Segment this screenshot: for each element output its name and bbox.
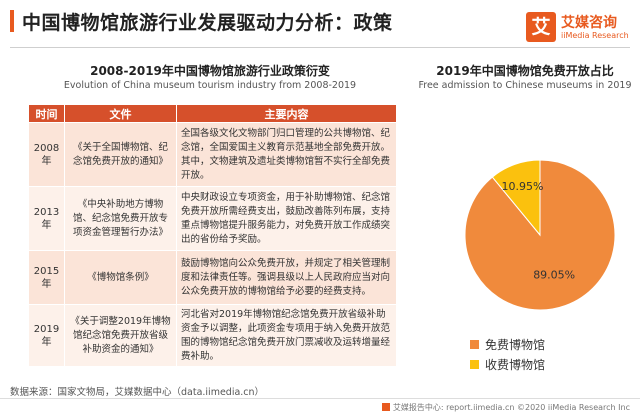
- table-row: 2008年 《关于全国博物馆、纪念馆免费开放的通知》 全国各级文化文物部门归口管…: [28, 122, 397, 187]
- row-content: 中央财政设立专项资金，用于补助博物馆、纪念馆免费开放所需经费支出，鼓励改善陈列布…: [176, 186, 397, 251]
- header-divider: [10, 47, 630, 48]
- legend-item-paid: 收费博物馆: [470, 354, 545, 374]
- legend-swatch-free: [470, 339, 479, 349]
- chart-legend: 免费博物馆 收费博物馆: [470, 334, 545, 374]
- legend-label-free: 免费博物馆: [485, 337, 546, 352]
- row-content: 河北省对2019年博物馆纪念馆免费开放省级补助资金予以调整，此项资金专项用于纳入…: [176, 304, 397, 367]
- legend-swatch-paid: [470, 359, 479, 369]
- brand-logo: 艾 艾媒咨询 iiMedia Research: [526, 12, 630, 44]
- row-file: 《关于全国博物馆、纪念馆免费开放的通知》: [64, 122, 177, 187]
- slice-label-paid: 10.95%: [501, 180, 543, 193]
- header-content: 主要内容: [176, 104, 397, 123]
- row-file: 《博物馆条例》: [64, 250, 177, 305]
- row-file: 《关于调整2019年博物馆纪念馆免费开放省级补助资金的通知》: [64, 304, 177, 367]
- title-accent-bar: [10, 10, 14, 32]
- table-title: 2008-2019年中国博物馆旅游行业政策衍变: [90, 64, 330, 78]
- row-content: 全国各级文化文物部门归口管理的公共博物馆、纪念馆，全国爱国主义教育示范基地全部免…: [176, 122, 397, 187]
- data-source: 数据来源：国家文物局，艾媒数据中心（data.iimedia.cn）: [10, 387, 265, 398]
- slice-label-free: 89.05%: [533, 269, 575, 282]
- legend-label-paid: 收费博物馆: [485, 357, 546, 372]
- chart-title: 2019年中国博物馆免费开放占比: [436, 64, 614, 78]
- row-content: 鼓励博物馆向公众免费开放，并规定了相关管理制度和法律责任等。强调县级以上人民政府…: [176, 250, 397, 305]
- logo-text-cn: 艾媒咨询: [561, 15, 617, 31]
- table-header-row: 时间 文件 主要内容: [28, 104, 397, 123]
- logo-mark-icon: 艾: [526, 12, 556, 42]
- table-subtitle: Evolution of China museum tourism indust…: [63, 80, 357, 91]
- policy-table: 时间 文件 主要内容 2008年 《关于全国博物馆、纪念馆免费开放的通知》 全国…: [28, 104, 397, 367]
- footer-text: 艾媒报告中心: report.iimedia.cn ©2020 iiMedia …: [381, 402, 630, 413]
- footer-label: 艾媒报告中心: report.iimedia.cn ©2020 iiMedia …: [392, 403, 630, 412]
- footer-divider: [0, 398, 640, 399]
- table-row: 2019年 《关于调整2019年博物馆纪念馆免费开放省级补助资金的通知》 河北省…: [28, 304, 397, 367]
- legend-item-free: 免费博物馆: [470, 334, 545, 354]
- page-title: 中国博物馆旅游行业发展驱动力分析：政策: [22, 12, 393, 34]
- chart-subtitle: Free admission to Chinese museums in 201…: [418, 80, 632, 91]
- report-center-icon: [381, 403, 390, 411]
- row-file: 《中央补助地方博物馆、纪念馆免费开放专项资金管理暂行办法》: [64, 186, 177, 251]
- logo-text-en: iiMedia Research: [561, 31, 629, 40]
- row-year: 2013年: [28, 186, 65, 251]
- row-year: 2008年: [28, 122, 65, 187]
- pie-chart: 89.05% 10.95%: [464, 159, 616, 311]
- row-year: 2015年: [28, 250, 65, 305]
- row-year: 2019年: [28, 304, 65, 367]
- header-file: 文件: [64, 104, 177, 123]
- header-time: 时间: [28, 104, 65, 123]
- pie-slice-paid: [491, 159, 541, 237]
- table-row: 2013年 《中央补助地方博物馆、纪念馆免费开放专项资金管理暂行办法》 中央财政…: [28, 186, 397, 251]
- table-row: 2015年 《博物馆条例》 鼓励博物馆向公众免费开放，并规定了相关管理制度和法律…: [28, 250, 397, 305]
